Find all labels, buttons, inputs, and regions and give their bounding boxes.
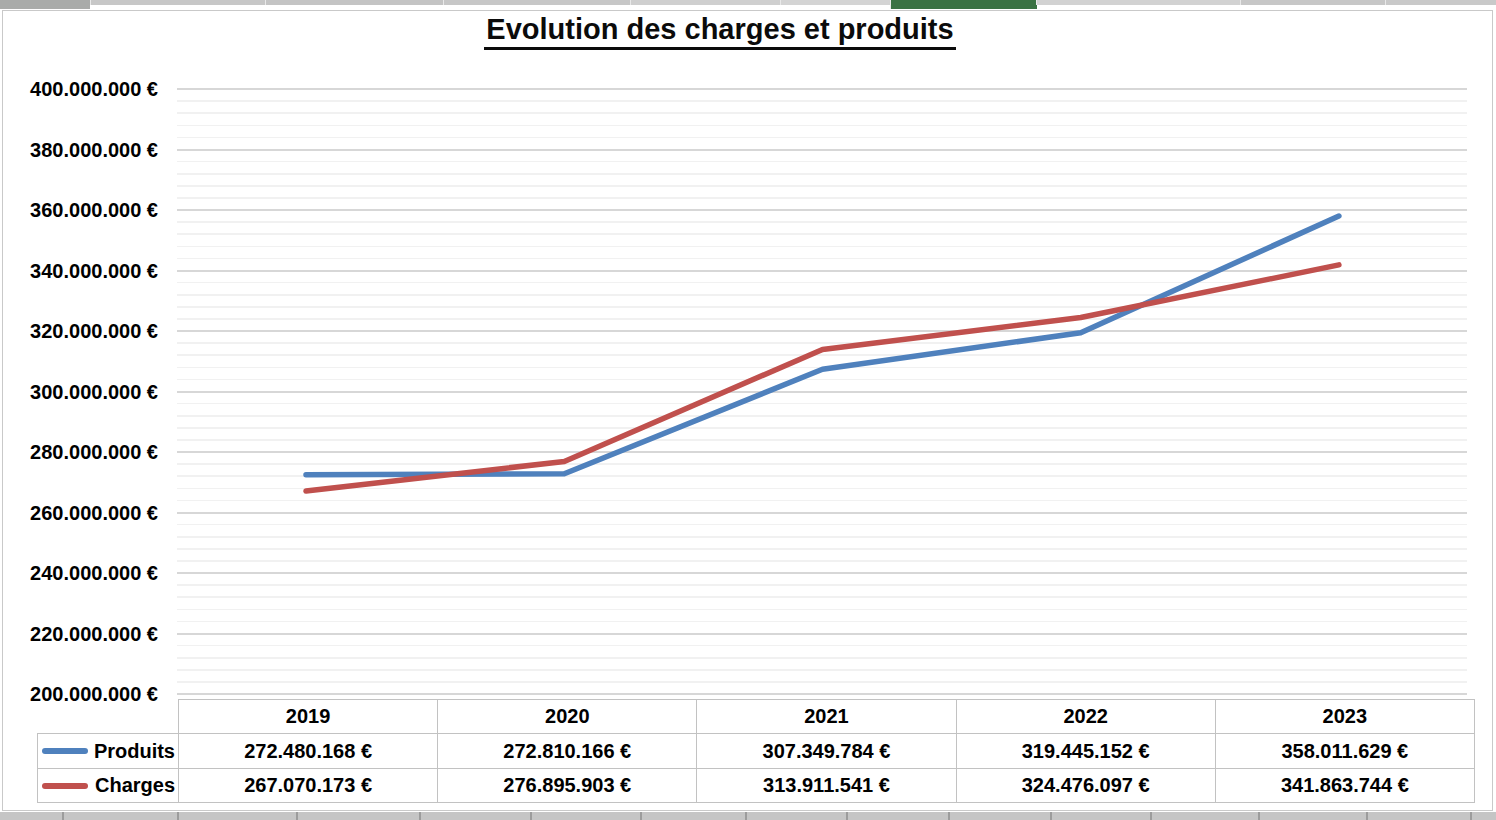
y-axis-tick-label: 240.000.000 € xyxy=(4,561,158,585)
sheet-column-separator xyxy=(745,812,747,820)
sheet-column-separator xyxy=(296,812,298,820)
charges-legend-key-icon xyxy=(42,783,88,789)
charges-value-2020[interactable]: 276.895.903 € xyxy=(438,769,697,803)
produits-value-2020[interactable]: 272.810.166 € xyxy=(438,734,697,769)
y-axis-tick-label: 380.000.000 € xyxy=(4,138,158,162)
sheet-column-separator xyxy=(177,812,179,820)
charges-value-2023[interactable]: 341.863.744 € xyxy=(1215,769,1474,803)
charges-value-2021[interactable]: 313.911.541 € xyxy=(697,769,956,803)
legend-label: Produits xyxy=(88,740,178,763)
table-corner-cell xyxy=(38,700,179,734)
produits-value-2021[interactable]: 307.349.784 € xyxy=(697,734,956,769)
legend-entry-charges[interactable]: Charges xyxy=(38,769,179,803)
sheet-column-separator xyxy=(1150,812,1152,820)
y-axis-tick-label: 320.000.000 € xyxy=(4,319,158,343)
chart-plot-area xyxy=(0,0,1496,820)
produits-value-2019[interactable]: 272.480.168 € xyxy=(179,734,438,769)
y-axis-tick-label: 340.000.000 € xyxy=(4,259,158,283)
y-axis-tick-label: 220.000.000 € xyxy=(4,622,158,646)
sheet-column-separator xyxy=(846,812,848,820)
sheet-row-strip-bottom[interactable] xyxy=(0,812,1496,820)
legend-label: Charges xyxy=(88,774,178,797)
produits-value-2023[interactable]: 358.011.629 € xyxy=(1215,734,1474,769)
excel-viewport: Evolution des charges et produits 400.00… xyxy=(0,0,1496,820)
y-axis-tick-label: 300.000.000 € xyxy=(4,380,158,404)
legend-entry-produits[interactable]: Produits xyxy=(38,734,179,769)
sheet-column-separator xyxy=(419,812,421,820)
year-header-2023[interactable]: 2023 xyxy=(1215,700,1474,734)
charges-series-line[interactable] xyxy=(306,265,1339,491)
sheet-column-separator xyxy=(1258,812,1260,820)
sheet-column-separator xyxy=(1050,812,1052,820)
y-axis-tick-label: 400.000.000 € xyxy=(4,77,158,101)
sheet-column-separator xyxy=(62,812,64,820)
sheet-column-separator xyxy=(1470,812,1472,820)
sheet-column-separator xyxy=(640,812,642,820)
sheet-column-separator xyxy=(530,812,532,820)
chart-data-table[interactable]: 20192020202120222023 Produits272.480.168 … xyxy=(37,699,1475,803)
y-axis-tick-label: 360.000.000 € xyxy=(4,198,158,222)
year-header-2020[interactable]: 2020 xyxy=(438,700,697,734)
sheet-column-separator xyxy=(948,812,950,820)
y-axis-tick-label: 260.000.000 € xyxy=(4,501,158,525)
charges-value-2022[interactable]: 324.476.097 € xyxy=(956,769,1215,803)
year-header-2022[interactable]: 2022 xyxy=(956,700,1215,734)
produits-legend-key-icon xyxy=(42,748,88,754)
year-header-2019[interactable]: 2019 xyxy=(179,700,438,734)
y-axis-tick-label: 280.000.000 € xyxy=(4,440,158,464)
sheet-column-separator xyxy=(1366,812,1368,820)
year-header-2021[interactable]: 2021 xyxy=(697,700,956,734)
produits-value-2022[interactable]: 319.445.152 € xyxy=(956,734,1215,769)
produits-series-line[interactable] xyxy=(306,216,1339,475)
charges-value-2019[interactable]: 267.070.173 € xyxy=(179,769,438,803)
